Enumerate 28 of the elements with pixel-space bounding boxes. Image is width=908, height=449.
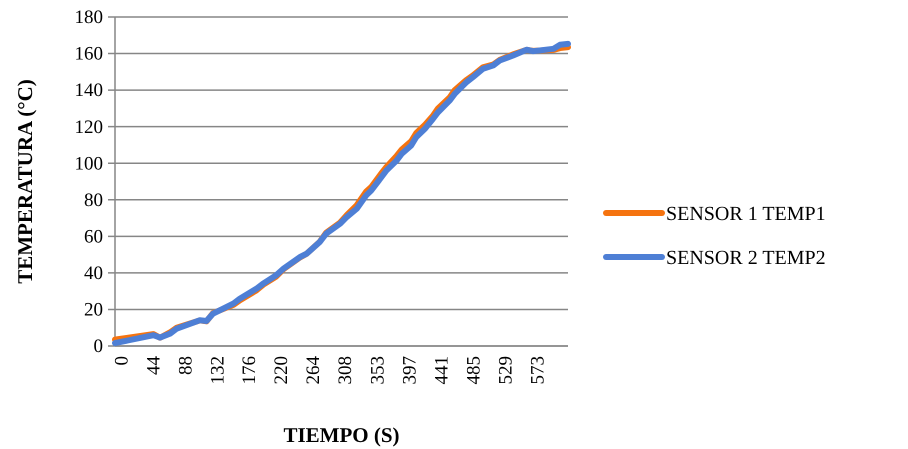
y-tick-label: 180 <box>74 7 103 28</box>
x-tick-label: 0 <box>111 356 132 366</box>
x-tick-label: 220 <box>271 356 292 384</box>
x-tick-label: 176 <box>239 356 260 384</box>
y-tick-label: 100 <box>74 153 103 174</box>
y-tick-label: 40 <box>84 262 103 284</box>
legend-label: SENSOR 1 TEMP1 <box>666 203 826 225</box>
x-tick-label: 397 <box>400 356 421 384</box>
y-tick-label: 0 <box>94 336 103 358</box>
x-tick-label: 441 <box>432 356 453 384</box>
legend-label: SENSOR 2 TEMP2 <box>666 247 826 269</box>
x-tick-label: 308 <box>335 356 356 384</box>
x-tick-label: 264 <box>303 356 324 384</box>
x-tick-label: 88 <box>175 356 196 375</box>
x-tick-label: 485 <box>464 356 485 384</box>
x-tick-label: 573 <box>527 356 548 384</box>
x-tick-label: 132 <box>207 356 228 384</box>
y-tick-label: 80 <box>84 190 103 211</box>
y-tick-label: 120 <box>74 116 103 138</box>
y-tick-label: 140 <box>74 80 103 102</box>
x-tick-label: 353 <box>368 356 389 384</box>
x-tick-label: 44 <box>143 356 164 375</box>
y-axis-title: TEMPERATURA (°C) <box>13 79 37 284</box>
y-tick-label: 20 <box>84 300 103 321</box>
x-axis-title: TIEMPO (S) <box>283 423 400 447</box>
y-tick-label: 160 <box>74 44 103 65</box>
y-tick-label: 60 <box>84 226 103 248</box>
x-tick-label: 529 <box>495 356 516 384</box>
